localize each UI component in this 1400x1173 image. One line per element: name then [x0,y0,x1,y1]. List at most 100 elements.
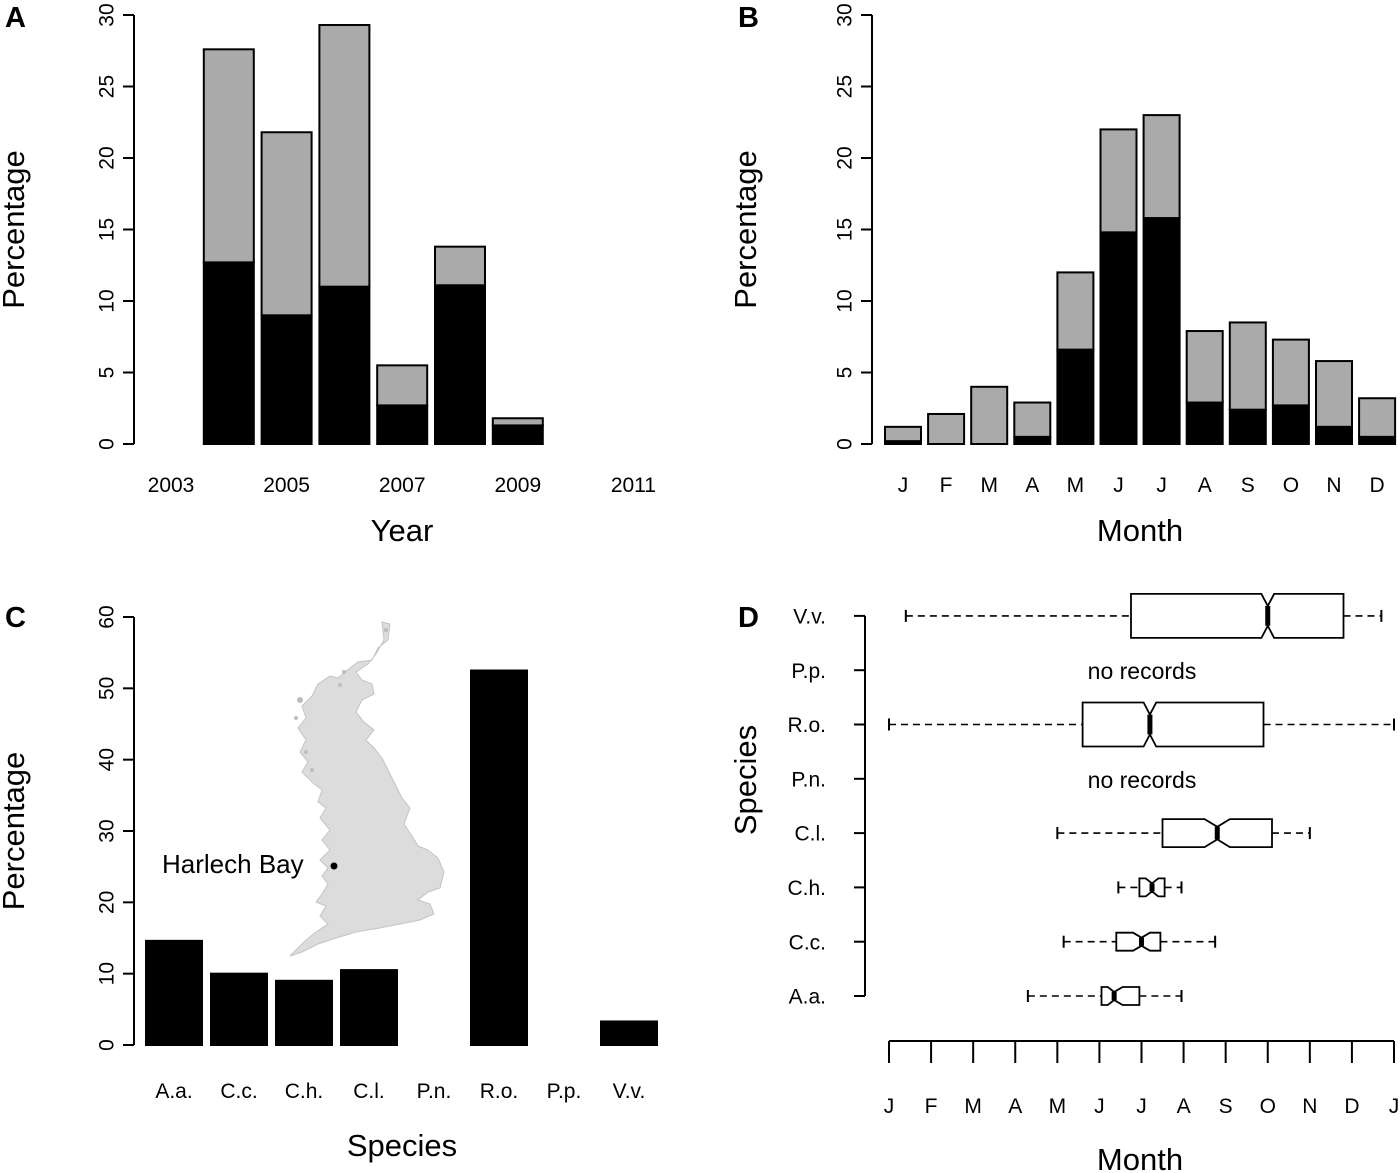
boxplot-c-h [1117,877,1183,898]
x-tick-label: M [980,474,998,497]
harlech-bay-marker [330,862,338,870]
x-tick-label: V.v. [613,1080,646,1103]
panel-letter: A [5,2,26,34]
y-tick-label: 15 [834,218,857,241]
island [310,768,314,772]
island [297,697,303,703]
y-axis: 0 10 20 30 40 50 60 [96,605,135,1051]
boxplot-c-c [1062,931,1217,952]
bar-2006 [318,24,371,446]
island [294,716,298,720]
bar-j [1142,114,1181,445]
panel-letter: C [5,602,26,634]
boxplot-r-o [888,701,1395,748]
y-tick-label: 30 [96,819,119,842]
y-tick-label: 5 [834,367,857,379]
boxplot-v-v [904,593,1383,639]
y-tick-label: 20 [96,891,119,914]
x-tick-label: P.p. [547,1080,582,1103]
x-tick-label: M [1049,1095,1067,1118]
box [1081,701,1265,748]
x-axis-title: Year [371,513,434,548]
panel-c: 0 10 20 30 40 50 60 Percentage Species C Harlech B… [0,602,658,1163]
bar-n [1315,360,1353,445]
y-axis: 0 5 10 15 20 25 30 [834,3,873,450]
uk-map-inset: Harlech Bay [162,621,445,957]
box [1115,931,1162,952]
x-tick-label: C.h. [285,1080,324,1103]
x-tick-label: 2005 [263,474,310,497]
bar-d [1358,397,1397,446]
x-axis-title: Month [1097,1142,1183,1173]
bar-segment-black [1228,408,1267,445]
y-axis-title: Percentage [0,752,31,911]
panel-a: 0 5 10 15 20 25 30 Percentage Year A 2003 2005 2007 2… [0,2,656,548]
bar-2009 [491,417,544,446]
bar-segment-grey [318,24,371,288]
x-tick-label: D [1370,474,1385,497]
y-tick-label: 30 [96,3,119,26]
x-tick-label: O [1283,474,1299,497]
x-tick-label: J [898,474,909,497]
x-tick-label: A [1025,474,1039,497]
bar-c-h [275,979,333,1046]
y-axis-title: Percentage [728,150,763,309]
x-tick-label: P.n. [417,1080,452,1103]
x-tick-label: J [1094,1095,1105,1118]
bar-segment-black [1315,425,1353,445]
y-tick-label: C.c. [789,931,826,954]
bar-segment-grey [202,48,255,264]
x-tick-label: 2009 [494,474,541,497]
y-tick-label: 25 [834,75,857,98]
x-tick-label: A.a. [155,1080,192,1103]
x-tick-label: 2007 [379,474,426,497]
y-tick-label: R.o. [787,714,826,737]
bar-segment-grey [970,385,1009,445]
bar-m [970,385,1009,445]
bar-segment-black [1271,404,1310,446]
bar-j [884,425,922,446]
y-tick-label: 30 [834,3,857,26]
x-tick-label: M [1067,474,1085,497]
x-tick-label: S [1241,474,1255,497]
x-tick-label: S [1219,1095,1233,1118]
y-tick-label: P.p. [791,660,826,683]
panel-letter: B [738,2,759,34]
bar-2008 [434,245,486,445]
bar-segment-grey [1056,271,1095,351]
bar-f [927,412,966,446]
panel-d: D A.a. C.c. C.h. C.l. P.n. R.o. P.p. V.v. Species… [728,593,1399,1173]
no-records-label: no records [1088,767,1197,793]
y-tick-label: 10 [834,289,857,312]
bar-segment-black [1013,435,1052,446]
box [1130,593,1345,639]
y-tick-label: 0 [96,438,119,450]
x-tick-label: C.l. [353,1080,385,1103]
bar-segment-grey [927,412,966,446]
y-tick-label: 5 [96,367,119,379]
x-tick-label: C.c. [220,1080,257,1103]
panel-letter: D [738,602,759,634]
y-tick-label: P.n. [791,768,826,791]
bar-v-v [600,1020,658,1047]
y-axis: A.a. C.c. C.h. C.l. P.n. R.o. P.p. V.v. [787,605,866,1009]
bar-segment-grey [376,364,429,407]
x-tick-label: J [1136,1095,1147,1118]
uk-mainland [289,621,445,957]
bar-c-l [340,969,398,1046]
island [304,750,308,754]
bar-segment-grey [884,425,922,443]
y-tick-label: 0 [96,1039,119,1051]
bar-segment-black [1099,231,1138,445]
x-tick-label: M [964,1095,982,1118]
panel-b: 0 5 10 15 20 25 30 Percentage Month B J F M A M J J A S O N D [728,2,1397,548]
bar-segment-grey [1228,321,1267,411]
bar-segment-grey [1099,128,1138,234]
bars [884,114,1397,446]
bar-segment-black [318,285,371,446]
bar-c-c [210,972,268,1047]
island [338,683,342,687]
y-axis-title: Percentage [0,150,31,309]
bar-segment-grey [1013,401,1052,438]
